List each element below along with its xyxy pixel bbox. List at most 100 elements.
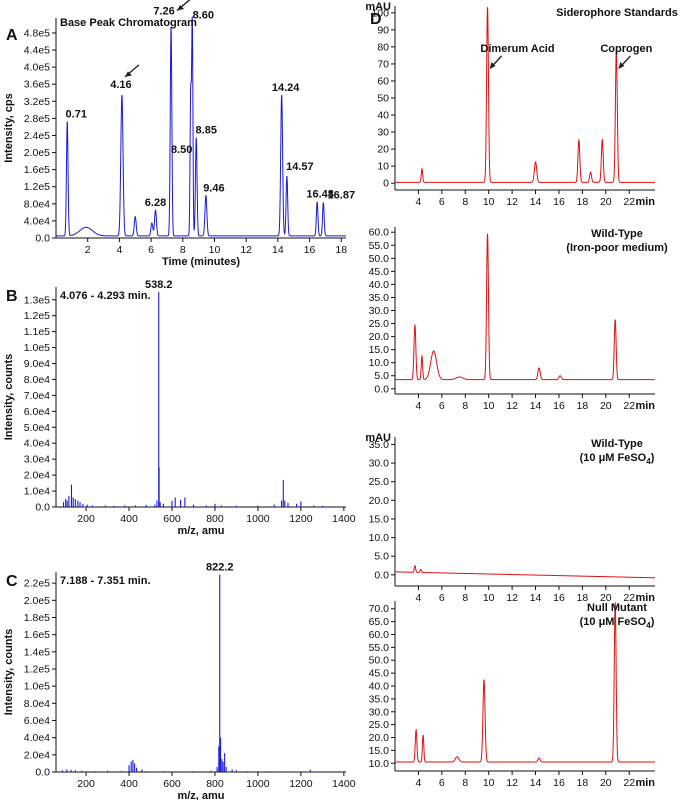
y-tick-label: 35.0 — [369, 693, 390, 705]
chart-title: Siderophore Standards — [556, 7, 678, 19]
x-tick-label: 1000 — [246, 513, 270, 525]
x-tick-label: 8 — [462, 592, 468, 604]
x-tick-label: 400 — [120, 778, 138, 790]
peak-label: 8.50 — [171, 144, 192, 156]
x-tick-label: 20 — [600, 777, 612, 789]
peak-label: 6.28 — [145, 197, 166, 209]
y-tick-label: 50 — [377, 93, 389, 105]
y-tick-label: 55.0 — [369, 642, 390, 654]
y-tick-label: 20.0 — [369, 495, 390, 507]
y-tick-label: 1.2e5 — [24, 663, 50, 675]
y-tick-label: 0 — [383, 178, 389, 190]
y-tick-label: 1.3e5 — [24, 294, 50, 306]
y-tick-label: 20 — [377, 144, 389, 156]
peak-label: 16.48 — [306, 189, 334, 201]
chart-subtitle: (10 μM FeSO4) — [580, 452, 655, 466]
y-tick-label: 0.0 — [374, 383, 389, 395]
x-tick-label: 10 — [209, 244, 221, 256]
y-tick-label: 15.0 — [369, 745, 390, 757]
x-unit-label: min — [635, 196, 655, 208]
x-tick-label: 18 — [577, 592, 589, 604]
x-tick-label: 200 — [77, 778, 95, 790]
x-tick-label: 14 — [530, 400, 542, 412]
y-tick-label: 3.2e5 — [24, 96, 50, 108]
x-tick-label: 2 — [85, 244, 91, 256]
y-tick-label: 3.0e4 — [24, 454, 50, 466]
y-tick-label: 5.0e4 — [24, 422, 50, 434]
x-tick-label: 12 — [506, 400, 518, 412]
chromatogram-trace — [395, 565, 655, 579]
x-axis-label: m/z, amu — [177, 525, 224, 537]
y-tick-label: 45.0 — [369, 266, 390, 278]
x-tick-label: 4 — [416, 196, 422, 208]
y-unit-label: mAU — [365, 1, 391, 13]
y-tick-label: 1.0e5 — [24, 342, 50, 354]
y-tick-label: 65.0 — [369, 616, 390, 628]
y-tick-label: 1.0e4 — [24, 486, 50, 498]
x-tick-label: 18 — [577, 196, 589, 208]
y-tick-label: 15.0 — [369, 513, 390, 525]
y-tick-label: 10.0 — [369, 357, 390, 369]
y-tick-label: 10.0 — [369, 532, 390, 544]
x-tick-label: 12 — [506, 777, 518, 789]
peak-label: 822.2 — [206, 562, 234, 574]
x-tick-label: 1400 — [332, 513, 356, 525]
y-tick-label: 4.0e4 — [24, 215, 50, 227]
x-tick-label: 4 — [416, 400, 422, 412]
annotation-label: Coprogen — [600, 43, 652, 55]
y-tick-label: 2.2e5 — [24, 578, 50, 590]
x-tick-label: 6 — [439, 777, 445, 789]
y-tick-label: 0.0 — [35, 767, 50, 779]
peak-label: 16.87 — [328, 190, 356, 202]
y-tick-label: 1.8e5 — [24, 612, 50, 624]
x-tick-label: 22 — [623, 777, 635, 789]
x-tick-label: 8 — [462, 196, 468, 208]
chart-title: Base Peak Chromatogram — [60, 17, 197, 29]
x-tick-label: 20 — [600, 400, 612, 412]
annotation-arrowhead — [177, 5, 185, 11]
peak-label: 4.16 — [110, 79, 131, 91]
peak-label: 8.60 — [193, 9, 214, 21]
y-tick-label: 30 — [377, 127, 389, 139]
x-tick-label: 10 — [483, 196, 495, 208]
y-tick-label: 8.0e4 — [24, 198, 50, 210]
y-tick-label: 80 — [377, 41, 389, 53]
x-tick-label: 16 — [304, 244, 316, 256]
chromatogram-trace — [56, 16, 346, 237]
x-tick-label: 16 — [553, 400, 565, 412]
annotation-arrowhead — [618, 62, 625, 69]
y-axis-label: Intensity, counts — [3, 629, 15, 716]
chart-title: Wild-Type — [591, 228, 643, 240]
y-tick-label: 4.8e5 — [24, 27, 50, 39]
x-tick-label: 10 — [483, 592, 495, 604]
x-tick-label: 400 — [120, 513, 138, 525]
peak-label: 7.26 — [153, 6, 174, 18]
panel-letter: A — [6, 27, 18, 44]
x-tick-label: 20 — [600, 196, 612, 208]
y-tick-label: 50.0 — [369, 655, 390, 667]
x-tick-label: 22 — [623, 592, 635, 604]
y-tick-label: 40 — [377, 110, 389, 122]
x-tick-label: 16 — [553, 196, 565, 208]
y-tick-label: 1.6e5 — [24, 629, 50, 641]
y-tick-label: 1.0e5 — [24, 681, 50, 693]
x-tick-label: 22 — [623, 196, 635, 208]
subtitle-text: ) — [651, 452, 655, 464]
y-tick-label: 10 — [377, 161, 389, 173]
x-tick-label: 18 — [577, 777, 589, 789]
x-tick-label: 8 — [462, 777, 468, 789]
x-tick-label: 20 — [600, 592, 612, 604]
x-tick-label: 1400 — [332, 778, 356, 790]
y-tick-label: 2.0e5 — [24, 147, 50, 159]
y-tick-label: 2.0e4 — [24, 470, 50, 482]
x-tick-label: 22 — [623, 400, 635, 412]
x-tick-label: 200 — [77, 513, 95, 525]
chromatogram-trace — [395, 233, 655, 381]
y-tick-label: 8.0e4 — [24, 374, 50, 386]
x-tick-label: 8 — [180, 244, 186, 256]
y-tick-label: 0.0 — [35, 502, 50, 514]
x-tick-label: 14 — [272, 244, 284, 256]
subtitle-text: (10 μM FeSO — [580, 616, 647, 628]
chromatogram-trace — [395, 602, 655, 763]
x-unit-label: min — [635, 400, 655, 412]
